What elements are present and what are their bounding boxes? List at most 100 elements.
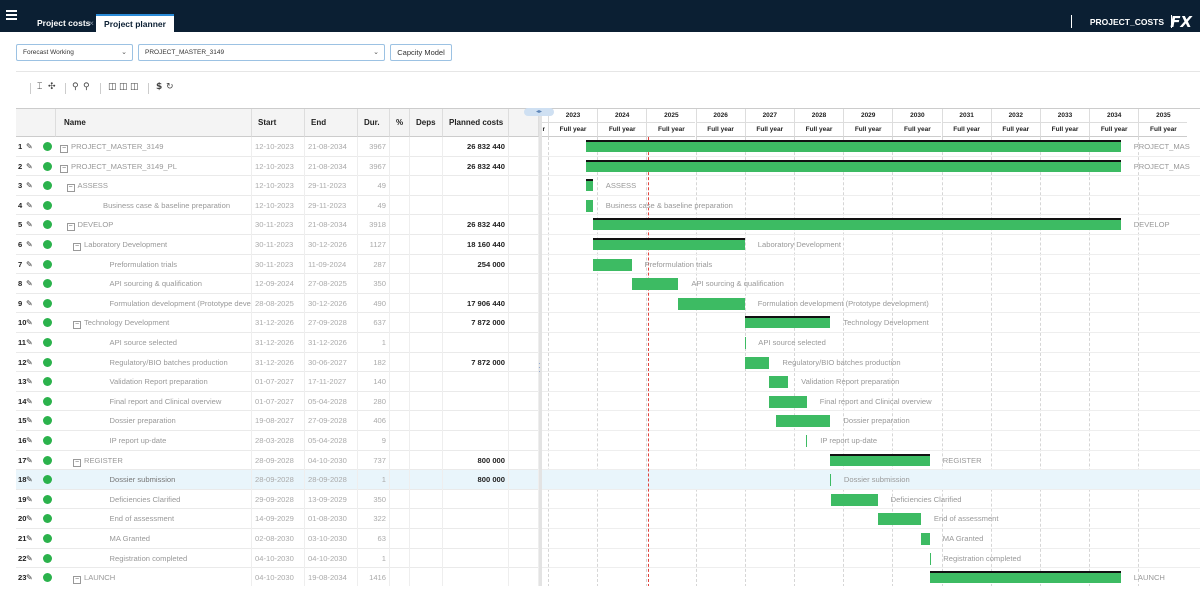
edit-pencil-icon[interactable]: ✎ bbox=[26, 279, 33, 289]
dependencies[interactable] bbox=[410, 156, 443, 177]
dependencies[interactable] bbox=[410, 489, 443, 510]
dependencies[interactable] bbox=[410, 509, 443, 529]
dependencies[interactable] bbox=[410, 195, 443, 216]
start-date[interactable]: 28-09-2028 bbox=[252, 450, 305, 471]
table-row[interactable]: 12 ✎ Regulatory/BIO batches production 3… bbox=[16, 352, 539, 373]
planned-cost[interactable] bbox=[443, 431, 509, 451]
collapse-toggle-icon[interactable]: − bbox=[73, 576, 81, 585]
dependencies[interactable] bbox=[410, 431, 443, 451]
dependencies[interactable] bbox=[410, 293, 443, 314]
percent-complete[interactable] bbox=[390, 489, 410, 510]
percent-complete[interactable] bbox=[390, 274, 410, 294]
planned-cost[interactable]: 254 000 bbox=[443, 254, 509, 275]
table-row[interactable]: 17 ✎ − REGISTER 28-09-2028 04-10-2030 737… bbox=[16, 450, 539, 471]
planned-cost[interactable]: 26 832 440 bbox=[443, 156, 509, 177]
start-date[interactable]: 28-09-2028 bbox=[252, 470, 305, 490]
planned-cost[interactable]: 7 872 000 bbox=[443, 352, 509, 373]
duration[interactable]: 63 bbox=[358, 529, 390, 549]
gantt-row[interactable] bbox=[542, 196, 1200, 216]
start-date[interactable]: 19-08-2027 bbox=[252, 411, 305, 431]
gantt-scroll-arrows-icon[interactable]: ◂▸ bbox=[524, 108, 554, 116]
collapse-toggle-icon[interactable]: − bbox=[66, 184, 75, 193]
percent-complete[interactable] bbox=[390, 529, 410, 549]
start-date[interactable]: 31-12-2026 bbox=[252, 333, 305, 353]
start-date[interactable]: 02-08-2030 bbox=[252, 529, 305, 549]
table-row[interactable]: 10 ✎ − Technology Development 31-12-2026 … bbox=[16, 313, 539, 333]
gantt-bar[interactable] bbox=[744, 356, 770, 369]
end-date[interactable]: 21-08-2034 bbox=[305, 156, 358, 177]
table-row[interactable]: 18 ✎ Dossier submission 28-09-2028 28-09… bbox=[16, 470, 539, 490]
task-name-cell[interactable]: − ASSESS bbox=[56, 176, 252, 196]
planned-cost[interactable] bbox=[443, 391, 509, 412]
end-date[interactable]: 05-04-2028 bbox=[305, 391, 358, 412]
gantt-row[interactable] bbox=[542, 353, 1200, 373]
edit-pencil-icon[interactable]: ✎ bbox=[26, 181, 33, 191]
planned-cost[interactable] bbox=[443, 509, 509, 529]
gantt-bar[interactable] bbox=[929, 552, 931, 565]
gantt-bar[interactable] bbox=[744, 316, 831, 329]
edit-pencil-icon[interactable]: ✎ bbox=[26, 298, 33, 308]
collapse-toggle-icon[interactable]: − bbox=[60, 164, 68, 173]
edit-pencil-icon[interactable]: ✎ bbox=[26, 475, 33, 485]
start-date[interactable]: 12-10-2023 bbox=[252, 137, 305, 157]
edit-pencil-icon[interactable]: ✎ bbox=[26, 161, 33, 171]
start-date[interactable]: 12-10-2023 bbox=[252, 156, 305, 177]
duration[interactable]: 3967 bbox=[358, 137, 390, 157]
duration[interactable]: 140 bbox=[358, 372, 390, 392]
planned-cost[interactable] bbox=[443, 568, 509, 586]
version-select[interactable]: Forecast Working ⌄ bbox=[16, 44, 133, 61]
dependencies[interactable] bbox=[410, 215, 443, 235]
duration[interactable]: 490 bbox=[358, 293, 390, 314]
table-row[interactable]: 22 ✎ Registration completed 04-10-2030 0… bbox=[16, 548, 539, 569]
planned-cost[interactable] bbox=[443, 176, 509, 196]
gantt-row[interactable] bbox=[542, 274, 1200, 294]
duration[interactable]: 322 bbox=[358, 509, 390, 529]
percent-complete[interactable] bbox=[390, 195, 410, 216]
collapse-toggle-icon[interactable]: − bbox=[60, 145, 68, 153]
gantt-row[interactable] bbox=[542, 157, 1200, 177]
header-start[interactable]: Start bbox=[252, 109, 305, 137]
end-date[interactable]: 30-12-2026 bbox=[305, 293, 358, 314]
gantt-row[interactable] bbox=[542, 255, 1200, 275]
header-deps[interactable]: Deps bbox=[410, 109, 443, 137]
gantt-row[interactable] bbox=[542, 176, 1200, 196]
gantt-bar[interactable] bbox=[586, 140, 1121, 152]
percent-complete[interactable] bbox=[390, 235, 410, 255]
end-date[interactable]: 19-08-2034 bbox=[305, 568, 358, 586]
collapse-toggle-icon[interactable]: − bbox=[73, 321, 81, 330]
gantt-bar[interactable] bbox=[586, 199, 593, 212]
end-date[interactable]: 11-09-2024 bbox=[305, 254, 358, 275]
table-row[interactable]: 11 ✎ API source selected 31-12-2026 31-1… bbox=[16, 333, 539, 353]
percent-complete[interactable] bbox=[390, 313, 410, 333]
edit-pencil-icon[interactable]: ✎ bbox=[26, 259, 33, 269]
refresh-icon[interactable]: ↻ bbox=[166, 82, 174, 92]
dependencies[interactable] bbox=[410, 450, 443, 471]
duration[interactable]: 1127 bbox=[358, 235, 390, 255]
gantt-row[interactable] bbox=[542, 294, 1200, 314]
header-planned-costs[interactable]: Planned costs bbox=[443, 109, 509, 137]
edit-pencil-icon[interactable]: ✎ bbox=[26, 553, 33, 563]
header-end[interactable]: End bbox=[305, 109, 358, 137]
zoom-out-icon[interactable]: ⚲ bbox=[72, 82, 79, 92]
gantt-bar[interactable] bbox=[592, 238, 745, 250]
percent-complete[interactable] bbox=[390, 254, 410, 275]
edit-pencil-icon[interactable]: ✎ bbox=[26, 200, 33, 210]
duration[interactable]: 182 bbox=[358, 352, 390, 373]
start-date[interactable]: 31-12-2026 bbox=[252, 352, 305, 373]
end-date[interactable]: 13-09-2029 bbox=[305, 489, 358, 510]
start-date[interactable]: 14-09-2029 bbox=[252, 509, 305, 529]
dependencies[interactable] bbox=[410, 333, 443, 353]
task-name-cell[interactable]: Deficiencies Clarified bbox=[56, 489, 252, 510]
percent-complete[interactable] bbox=[390, 372, 410, 392]
percent-complete[interactable] bbox=[390, 333, 410, 353]
start-date[interactable]: 31-12-2026 bbox=[252, 313, 305, 333]
end-date[interactable]: 28-09-2028 bbox=[305, 470, 358, 490]
end-date[interactable]: 04-10-2030 bbox=[305, 548, 358, 569]
end-date[interactable]: 01-08-2030 bbox=[305, 509, 358, 529]
planned-cost[interactable]: 18 160 440 bbox=[443, 235, 509, 255]
gantt-bar[interactable] bbox=[586, 159, 1121, 172]
percent-complete[interactable] bbox=[390, 176, 410, 196]
table-row[interactable]: 1 ✎ − PROJECT_MASTER_3149 12-10-2023 21-0… bbox=[16, 137, 539, 157]
start-date[interactable]: 12-10-2023 bbox=[252, 195, 305, 216]
edit-pencil-icon[interactable]: ✎ bbox=[26, 142, 33, 151]
